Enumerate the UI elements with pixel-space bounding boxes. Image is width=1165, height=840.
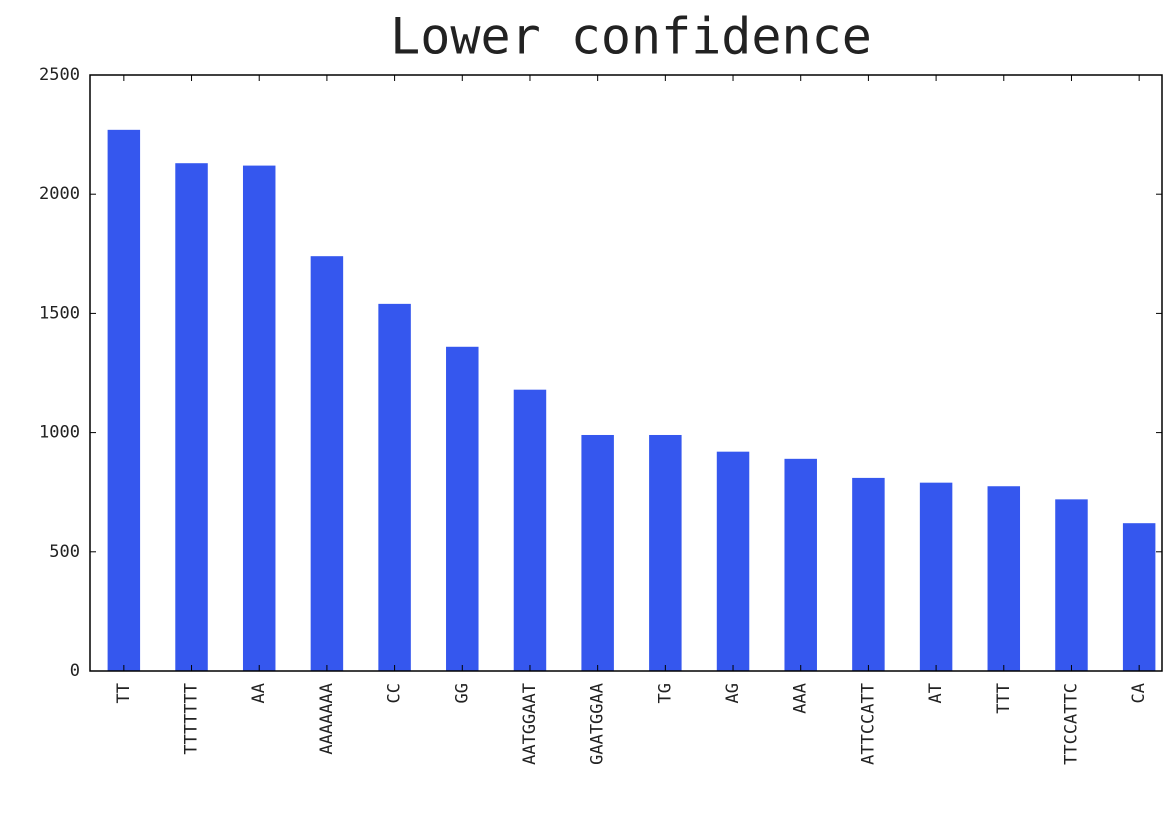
plot-frame	[89, 74, 1163, 672]
bar	[1055, 499, 1088, 671]
y-tick-label: 500	[49, 542, 80, 562]
bar	[1122, 523, 1156, 671]
x-tick-label: AT	[926, 683, 946, 703]
bar	[784, 458, 817, 671]
bar	[175, 163, 208, 671]
bar	[310, 256, 344, 671]
x-tick-label: GG	[452, 683, 472, 703]
x-tick-label: AAA	[791, 683, 811, 714]
x-tick-label: ATTCCATT	[858, 683, 878, 765]
bar	[242, 165, 276, 672]
x-tick-label: TTT	[994, 683, 1014, 714]
bar	[581, 434, 614, 671]
x-tick-label: TTTTTTT	[182, 683, 202, 755]
x-tick-label: CC	[385, 683, 405, 703]
x-tick-label: TG	[655, 683, 675, 703]
y-tick-label: 1000	[39, 423, 80, 443]
x-tick-label: AATGGAAT	[520, 683, 540, 765]
bar	[649, 434, 682, 671]
bar	[107, 129, 141, 671]
x-tick-label: AAAAAAA	[317, 683, 337, 755]
x-tick-label: GAATGGAA	[588, 683, 608, 765]
x-tick-label: TTCCATTC	[1061, 683, 1081, 765]
bar	[446, 346, 479, 671]
y-tick-label: 0	[70, 661, 80, 681]
x-tick-label: TT	[114, 683, 134, 703]
chart-title: Lower confidence	[390, 8, 872, 66]
y-tick-label: 1500	[39, 303, 80, 323]
x-tick-label: AA	[249, 683, 269, 703]
y-tick-label: 2000	[39, 184, 80, 204]
y-tick-label: 2500	[39, 65, 80, 85]
bar	[378, 303, 411, 671]
bar	[852, 477, 885, 671]
bar	[919, 482, 953, 671]
bar	[987, 486, 1021, 671]
x-tick-label: AG	[723, 683, 743, 703]
bar	[716, 451, 750, 671]
x-tick-label: CA	[1129, 683, 1149, 703]
bar	[513, 389, 547, 671]
